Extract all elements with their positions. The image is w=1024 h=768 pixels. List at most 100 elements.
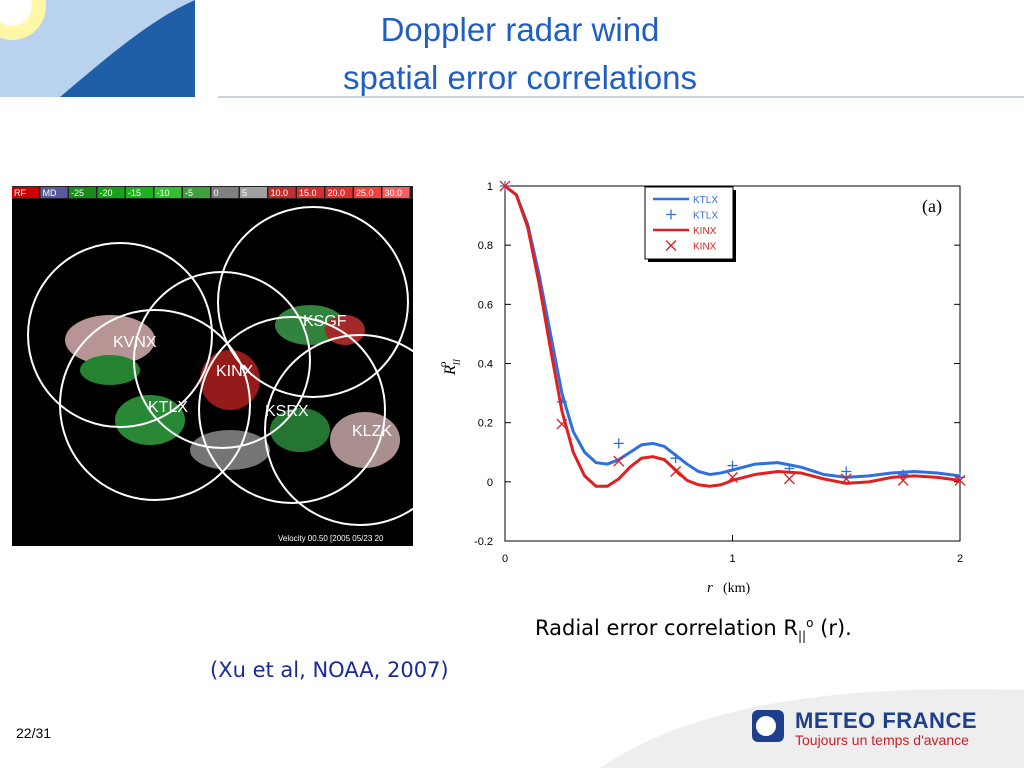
colorbar-cell: [268, 187, 296, 198]
y-tick-label: 0: [487, 477, 493, 489]
legend-label: KTLX: [693, 195, 718, 206]
colorbar-cell: [12, 187, 39, 198]
radar-footer: Velocity 00.50 [2005 05/23 20: [278, 534, 384, 543]
echo: [190, 430, 270, 470]
caption: Radial error correlation R||o (r).: [535, 616, 852, 643]
page-number: 22/31: [16, 725, 52, 741]
colorbar-label: -20: [100, 188, 113, 198]
echo: [330, 412, 400, 468]
echo: [115, 395, 185, 445]
colorbar-label: MD: [43, 188, 57, 198]
legend-marker: [666, 209, 676, 220]
colorbar-label: -10: [157, 188, 170, 198]
y-tick-label: 0.6: [478, 299, 493, 311]
legend-label: KINX: [693, 242, 717, 253]
y-label: Rllo: [437, 359, 463, 376]
y-tick-label: -0.2: [474, 536, 493, 548]
ring: [59, 309, 251, 501]
legend-label: KINX: [693, 226, 717, 237]
colorbar-label: 0: [214, 188, 219, 198]
echoes: [65, 305, 400, 470]
legend-label: KTLX: [693, 211, 718, 222]
colorbar-cell: [354, 187, 381, 198]
y-label-sub: ll: [451, 359, 463, 365]
echo: [65, 315, 155, 365]
colorbar-label: -25: [71, 188, 84, 198]
citation: (Xu et al, NOAA, 2007): [210, 658, 449, 682]
colorbar-cell: [97, 187, 125, 198]
data-marker: [670, 453, 681, 464]
station-label: KINX: [216, 363, 254, 380]
colorbar-label: -15: [128, 188, 141, 198]
data-marker: [841, 466, 852, 477]
x-unit: (km): [723, 581, 751, 596]
x-tick-label: 0: [502, 553, 508, 565]
caption-sub: ||: [798, 629, 807, 644]
ring: [217, 206, 409, 398]
colorbar-label: 30.0: [385, 188, 403, 198]
station-labels: KVNX KSGF KINX KTLX KSRX KLZK: [113, 313, 392, 440]
data-line: [504, 184, 961, 488]
legend-marker: [665, 240, 677, 251]
colorbar-label: 10.0: [271, 188, 289, 198]
ring: [27, 242, 213, 428]
sun-core: [0, 0, 32, 26]
title-line: Doppler radar wind: [380, 11, 660, 48]
data-marker: [499, 180, 511, 192]
caption-tail: (r).: [820, 616, 852, 640]
data-marker: [670, 466, 682, 477]
colorbar-label: RF: [14, 188, 26, 198]
y-label-sup: o: [437, 361, 449, 367]
colorbar-label: 20.0: [328, 188, 346, 198]
coverage-rings: [27, 206, 456, 526]
ring: [133, 271, 311, 449]
swoosh: [0, 0, 195, 97]
colorbar-cell: [69, 187, 96, 198]
x-tick-label: 2: [957, 553, 963, 565]
echo: [80, 355, 140, 385]
colorbar-cell: [40, 187, 68, 198]
colorbar-cell: [297, 187, 324, 198]
colorbar-label: 5: [242, 188, 247, 198]
data-marker: [613, 455, 625, 467]
station-label: KLZK: [352, 423, 392, 440]
x-label: r: [707, 580, 713, 596]
data-marker: [613, 438, 624, 449]
data-marker: [954, 474, 966, 486]
colorbar-cell: [154, 187, 182, 198]
echo: [200, 350, 260, 410]
echo: [270, 408, 330, 452]
title-line: spatial error correlations: [343, 59, 697, 96]
ring: [264, 334, 456, 526]
ring: [198, 316, 386, 504]
colorbar-label: -5: [185, 188, 193, 198]
y-tick-label: 1: [487, 181, 493, 193]
y-label-main: R: [442, 365, 459, 376]
colorbar-cell: [126, 187, 153, 198]
y-tick-label: 0.4: [478, 359, 493, 371]
station-label: KVNX: [113, 334, 157, 351]
data-marker: [727, 460, 738, 471]
y-tick-label: 0.8: [478, 240, 493, 252]
colorbar-cell: [382, 187, 410, 198]
colorbar-cell: [325, 187, 353, 198]
data-marker: [556, 418, 568, 430]
bottom-swoosh: [600, 689, 1024, 768]
station-label: KSGF: [303, 313, 347, 330]
caption-text: Radial error correlation R: [535, 616, 799, 640]
colorbar-cell: [211, 187, 239, 198]
logo-name: METEO FRANCE: [795, 708, 977, 733]
colorbar-label: 25.0: [356, 188, 374, 198]
annotation: (a): [922, 196, 942, 217]
data-marker: [727, 471, 738, 483]
data-marker: [783, 473, 795, 485]
logo-tagline: Toujours un temps d'avance: [795, 732, 969, 748]
caption-sup: o: [806, 616, 814, 630]
logo-mark-inner: [756, 716, 776, 736]
colorbar-cell: [240, 187, 267, 198]
y-tick-label: 0.2: [478, 418, 493, 430]
data-marker: [897, 474, 909, 486]
data-marker: [840, 473, 852, 485]
